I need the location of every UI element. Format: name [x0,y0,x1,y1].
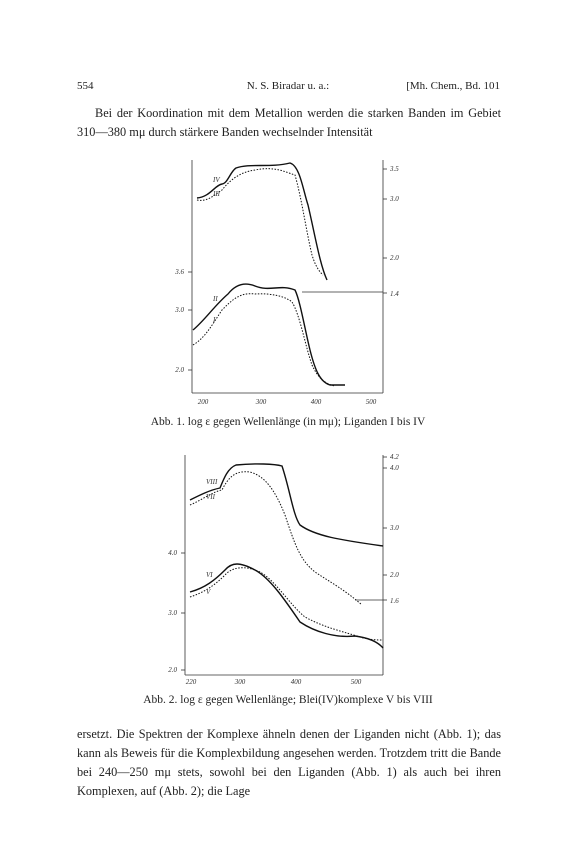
curve-label: VI [206,571,213,579]
y2-tick-label: 3.0 [389,195,399,203]
x-tick-label: 400 [291,678,302,686]
figure-caption: Abb. 1. log ε gegen Wellenlänge (in mμ);… [150,416,426,428]
x-tick-label: 300 [255,398,267,406]
figure-1-frame [188,160,387,394]
y2-tick-label: 2.0 [390,571,399,579]
curve-label: I [212,316,216,324]
y2-tick-label: 4.2 [390,453,399,461]
x-tick-label: 200 [198,398,209,406]
authors: N. S. Biradar u. a.: [246,80,330,92]
curve-label: IV [212,176,220,184]
figure-caption: Abb. 2. log ε gegen Wellenlänge; Blei(IV… [143,694,433,706]
figure-2-curves [189,463,384,649]
page-number: 554 [77,80,94,92]
paragraph: Bei der Koordination mit dem Metallion w… [77,106,501,139]
paragraph: ersetzt. Die Spektren der Komplexe ähnel… [77,727,501,798]
y-tick-label: 3.6 [174,268,184,276]
y-tick-label: 4.0 [168,549,177,557]
curve-label: V [206,588,211,596]
y2-tick-label: 4.0 [390,464,399,472]
y2-tick-label: 3.5 [389,165,399,173]
journal: [Mh. Chem., Bd. 101 [406,80,500,92]
curve-label: VIII [206,478,218,486]
y-tick-label: 3.0 [174,306,184,314]
x-tick-label: 500 [351,678,362,686]
y2-tick-label: 1.4 [390,290,399,298]
figure-1-curves [192,162,345,387]
y2-tick-label: 2.0 [390,254,399,262]
curve-label: II [212,295,218,303]
x-tick-label: 400 [311,398,322,406]
y2-tick-label: 3.0 [389,524,399,532]
figure-2-frame [181,455,387,676]
x-tick-label: 300 [234,678,246,686]
x-tick-label: 220 [186,678,197,686]
x-tick-label: 500 [366,398,377,406]
y2-tick-label: 1.6 [390,597,399,605]
y-tick-label: 3.0 [167,609,177,617]
y-tick-label: 2.0 [168,666,177,674]
curve-label: VII [206,493,216,501]
curve-label: III [212,190,221,198]
y-tick-label: 2.0 [175,366,184,374]
